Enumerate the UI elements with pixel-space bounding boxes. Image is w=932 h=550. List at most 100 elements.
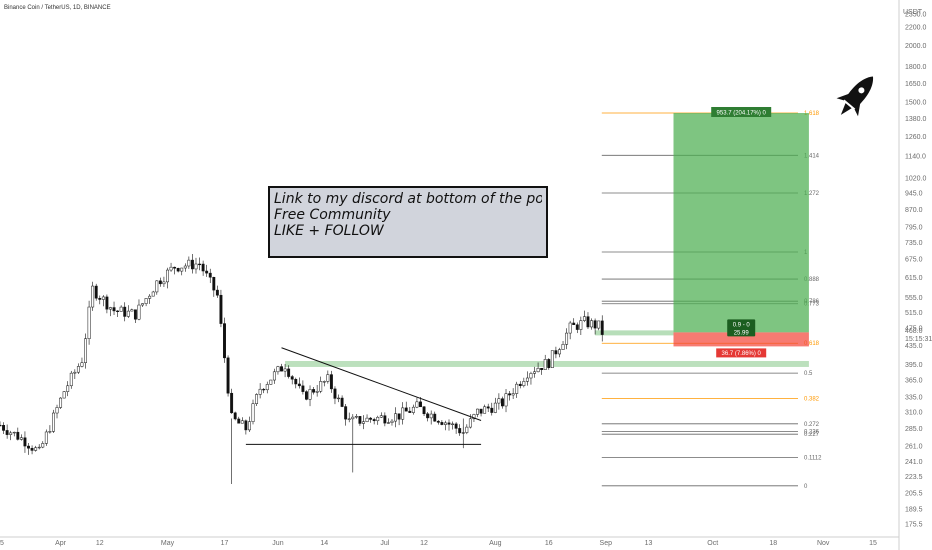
long-position-tool[interactable]: 953.7 (204.17%) 0 36.7 (7.86%) 0 0.9 - 0 25… xyxy=(673,106,809,358)
candle xyxy=(454,422,458,434)
candle xyxy=(48,425,52,434)
candle xyxy=(483,404,487,414)
candle-body xyxy=(508,393,512,396)
candle-body xyxy=(305,391,308,400)
candle-body xyxy=(597,320,601,329)
time-tick-label: 18 xyxy=(769,540,777,547)
candle-body xyxy=(347,418,351,420)
candle xyxy=(44,429,48,446)
candle xyxy=(568,320,572,340)
price-tick-label: 515.0 xyxy=(905,310,923,317)
candle-body xyxy=(454,423,458,429)
candle xyxy=(511,388,515,399)
candle-body xyxy=(582,316,586,321)
candle xyxy=(37,444,41,450)
candle xyxy=(112,301,116,316)
candle xyxy=(372,417,376,425)
candle-body xyxy=(144,298,148,304)
candle-body xyxy=(155,280,159,293)
entry-zone xyxy=(595,330,674,336)
info-note: Link to my discord at bottom of the post… xyxy=(268,186,548,258)
candle xyxy=(365,414,369,423)
candle xyxy=(0,421,2,427)
candle xyxy=(19,434,23,441)
candle xyxy=(550,350,554,368)
price-tick-label: 261.0 xyxy=(905,443,923,450)
candle-body xyxy=(180,267,184,272)
candle-body xyxy=(240,420,244,424)
candle-body xyxy=(590,320,593,328)
fib-label: 1.618 xyxy=(804,111,820,117)
candle-body xyxy=(297,383,301,387)
candle-body xyxy=(176,267,180,272)
candle xyxy=(572,318,576,325)
candle xyxy=(433,411,437,422)
candle-body xyxy=(390,420,394,423)
candle-body xyxy=(69,372,73,387)
candle-body xyxy=(383,415,387,424)
candle xyxy=(141,303,144,307)
candle-body xyxy=(219,294,223,324)
candle-body xyxy=(572,322,576,325)
candle-body xyxy=(554,350,558,355)
candle-body xyxy=(586,316,590,328)
candle xyxy=(148,294,152,304)
price-tick-label: 475.0 xyxy=(905,326,923,333)
candle-body xyxy=(9,432,13,435)
candle-body xyxy=(479,408,483,414)
candle xyxy=(522,377,526,388)
time-tick-label: Apr xyxy=(55,540,67,547)
candle-body xyxy=(436,420,440,423)
candle-body xyxy=(208,272,212,278)
fib-label: 0.5 xyxy=(804,371,813,377)
candle xyxy=(205,264,209,277)
candle xyxy=(554,346,558,359)
candle-body xyxy=(337,397,340,400)
note-line-community: Free Community xyxy=(274,207,391,223)
time-tick-label: Aug xyxy=(489,540,502,547)
candle xyxy=(458,424,462,436)
candle-body xyxy=(458,428,462,434)
candle-body xyxy=(109,307,112,310)
candle xyxy=(52,409,55,433)
candle xyxy=(194,257,198,274)
candle xyxy=(358,415,362,426)
candle-body xyxy=(379,415,383,418)
candle xyxy=(404,401,408,412)
candle xyxy=(558,347,561,358)
candle xyxy=(429,410,433,425)
candle xyxy=(84,333,87,369)
candle xyxy=(465,424,469,435)
candle xyxy=(105,294,109,314)
price-tick-label: 945.0 xyxy=(905,191,923,198)
candle xyxy=(490,402,494,416)
candle xyxy=(379,412,383,418)
candle-body xyxy=(52,412,55,432)
candle-body xyxy=(244,420,248,431)
candle xyxy=(575,322,579,334)
price-tick-label: 675.0 xyxy=(905,257,923,264)
candle xyxy=(333,386,337,405)
candle-body xyxy=(529,373,533,379)
candle xyxy=(137,299,141,321)
candle-body xyxy=(329,374,333,390)
candle xyxy=(515,381,519,398)
candle xyxy=(215,285,219,298)
candle-body xyxy=(593,320,597,329)
candle xyxy=(91,281,95,311)
candle xyxy=(276,365,280,375)
candle-body xyxy=(518,383,522,386)
candle-body xyxy=(272,371,276,381)
candle-body xyxy=(497,398,501,404)
candle xyxy=(315,385,319,397)
candle-body xyxy=(411,406,415,413)
candle-body xyxy=(269,379,273,385)
candle-body xyxy=(66,385,70,392)
fib-label: 0.382 xyxy=(804,397,820,403)
stop-label-box xyxy=(716,348,767,358)
candle xyxy=(247,416,251,433)
price-tick-label: 1500.0 xyxy=(905,100,927,107)
candle-body xyxy=(183,265,187,269)
candle xyxy=(126,305,130,319)
